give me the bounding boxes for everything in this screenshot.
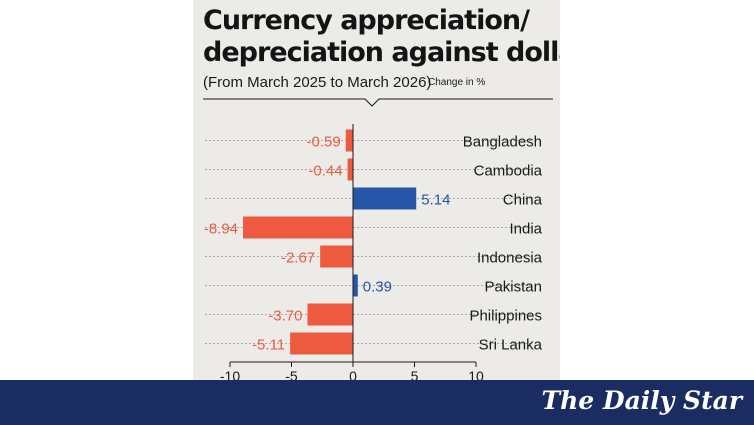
- bar-philippines: [307, 303, 353, 326]
- category-label: Pakistan: [484, 279, 542, 296]
- unit-label: Change in %: [428, 77, 486, 88]
- x-tick-label: 10: [468, 368, 484, 380]
- bar-china: [353, 187, 417, 210]
- x-tick-label: -5: [285, 368, 298, 380]
- brand-logo: The Daily Star: [541, 386, 742, 415]
- value-label: -0.44: [308, 163, 342, 180]
- value-label: -8.94: [204, 221, 238, 238]
- value-label: -5.11: [252, 337, 285, 354]
- category-label: Sri Lanka: [479, 337, 543, 354]
- bar-india: [243, 216, 353, 239]
- chart-title: Currency appreciation/ depreciation agai…: [203, 5, 560, 69]
- x-tick-label: 0: [349, 368, 357, 380]
- category-label: Bangladesh: [463, 134, 542, 151]
- value-label: -3.70: [268, 308, 302, 325]
- chart-title-line-1: Currency appreciation/: [203, 5, 530, 36]
- chart-card: Currency appreciation/ depreciation agai…: [193, 0, 560, 380]
- value-label: 5.14: [421, 192, 450, 209]
- value-label: -0.59: [307, 134, 341, 151]
- bar-sri-lanka: [290, 332, 353, 355]
- category-label: India: [509, 221, 542, 238]
- x-tick-label: 5: [411, 368, 419, 380]
- category-label: Cambodia: [474, 163, 543, 180]
- bar-bangladesh: [345, 129, 353, 152]
- value-label: 0.39: [363, 279, 392, 296]
- chart-subtitle: (From March 2025 to March 2026): [203, 74, 432, 91]
- category-label: Indonesia: [477, 250, 543, 267]
- category-label: Philippines: [469, 308, 542, 325]
- bar-indonesia: [320, 245, 353, 268]
- category-label: China: [503, 192, 543, 209]
- bar-cambodia: [347, 158, 353, 181]
- chart-title-line-2: depreciation against dollar: [203, 37, 560, 68]
- bar-chart-plot: -0.59 Bangladesh -0.44 Cambodia 5.14 China -8.…: [204, 124, 543, 380]
- x-tick-label: -10: [220, 368, 240, 380]
- title-divider: [203, 98, 553, 107]
- footer-bar: The Daily Star: [0, 380, 754, 425]
- bar-pakistan: [353, 274, 358, 297]
- value-label: -2.67: [281, 250, 315, 267]
